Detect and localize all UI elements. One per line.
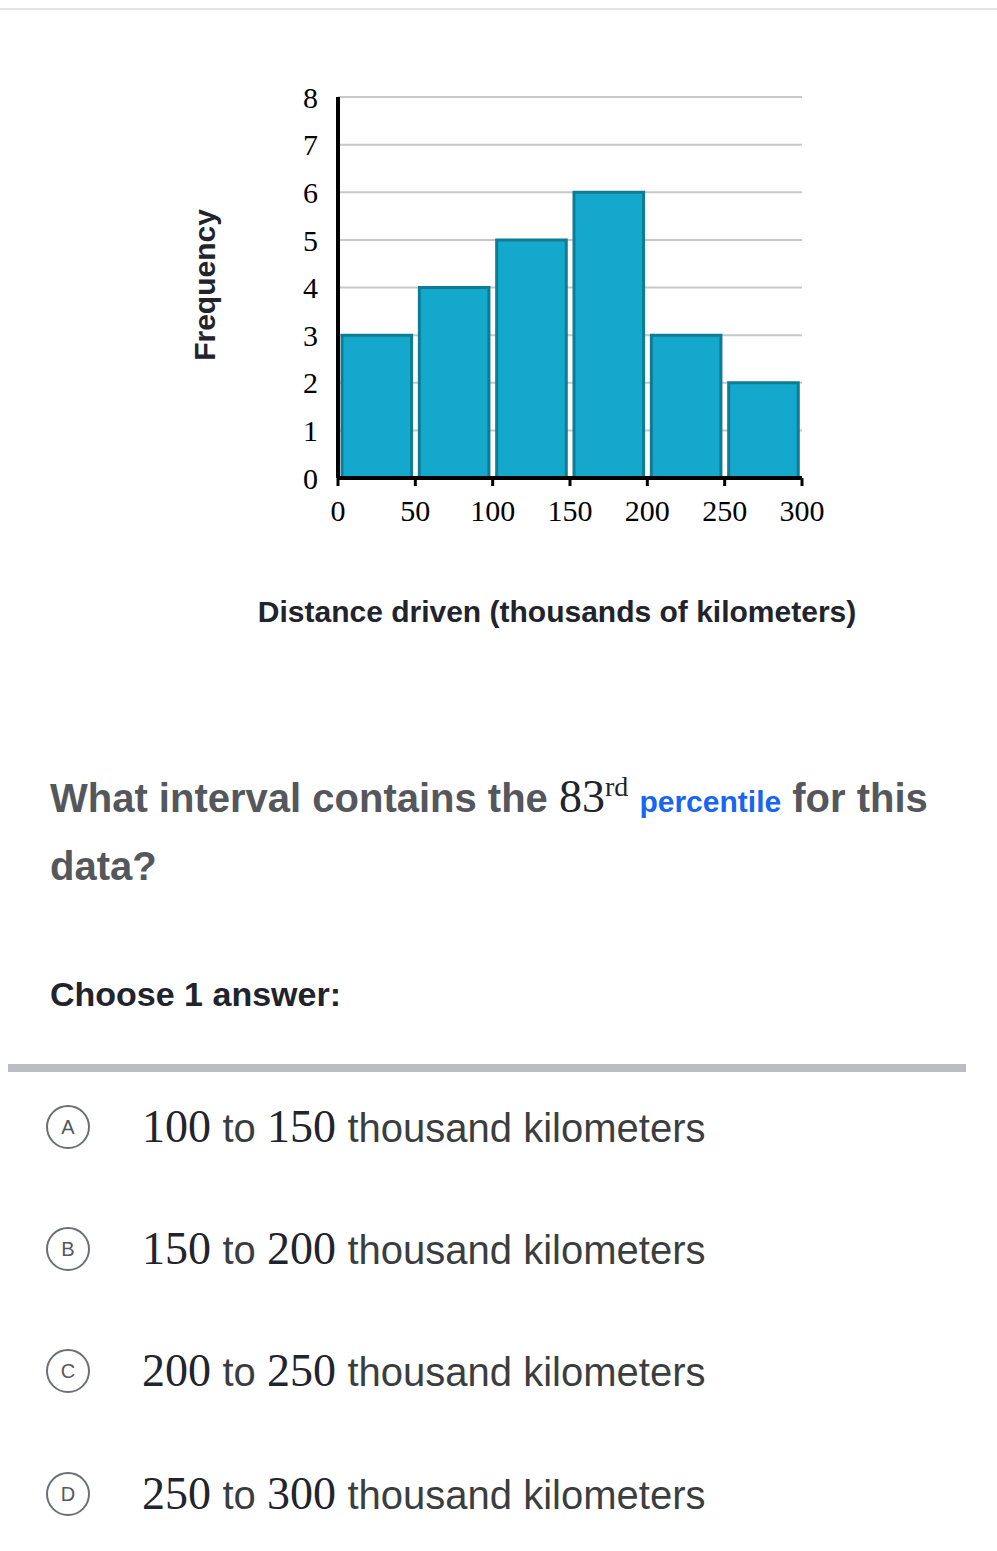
svg-text:3: 3 — [303, 319, 318, 352]
svg-text:200: 200 — [625, 494, 670, 527]
html-text:What interval contains the 83r: What interval contains the 83rd percenti… — [50, 771, 928, 889]
html-text:B: B — [61, 1238, 75, 1260]
html-text:A: A — [61, 1116, 75, 1138]
html-text:150 to 200 thousand kilometers: 150 to 200 thousand kilometers — [142, 1223, 706, 1274]
html-text:100 to 150 thousand kilometers: 100 to 150 thousand kilometers — [142, 1101, 706, 1152]
svg-text:7: 7 — [303, 128, 318, 161]
svg-text:300: 300 — [780, 494, 825, 527]
svg-text:2: 2 — [303, 366, 318, 399]
svg-text:4: 4 — [303, 271, 318, 304]
svg-text:0: 0 — [331, 494, 346, 527]
svg-text:5: 5 — [303, 224, 318, 257]
svg-text:50: 50 — [400, 494, 430, 527]
html-text:200 to 250 thousand kilometers: 200 to 250 thousand kilometers — [142, 1345, 706, 1396]
svg-text:0: 0 — [303, 462, 318, 495]
html-text:C: C — [60, 1360, 76, 1382]
svg-text:8: 8 — [303, 81, 318, 114]
svg-text:250: 250 — [702, 494, 747, 527]
html-text:D: D — [60, 1483, 76, 1505]
html-text:Distance driven (thousands of: Distance driven (thousands of kilometers… — [257, 595, 857, 628]
html-text:Choose 1 answer:: Choose 1 answer: — [50, 975, 341, 1013]
svg-text:150: 150 — [548, 494, 593, 527]
html-text:250 to 300 thousand kilometers: 250 to 300 thousand kilometers — [142, 1468, 706, 1519]
svg-text:1: 1 — [303, 414, 318, 447]
svg-text:100: 100 — [470, 494, 515, 527]
svg-text:6: 6 — [303, 176, 318, 209]
html-text:Frequency: Frequency — [188, 209, 221, 361]
